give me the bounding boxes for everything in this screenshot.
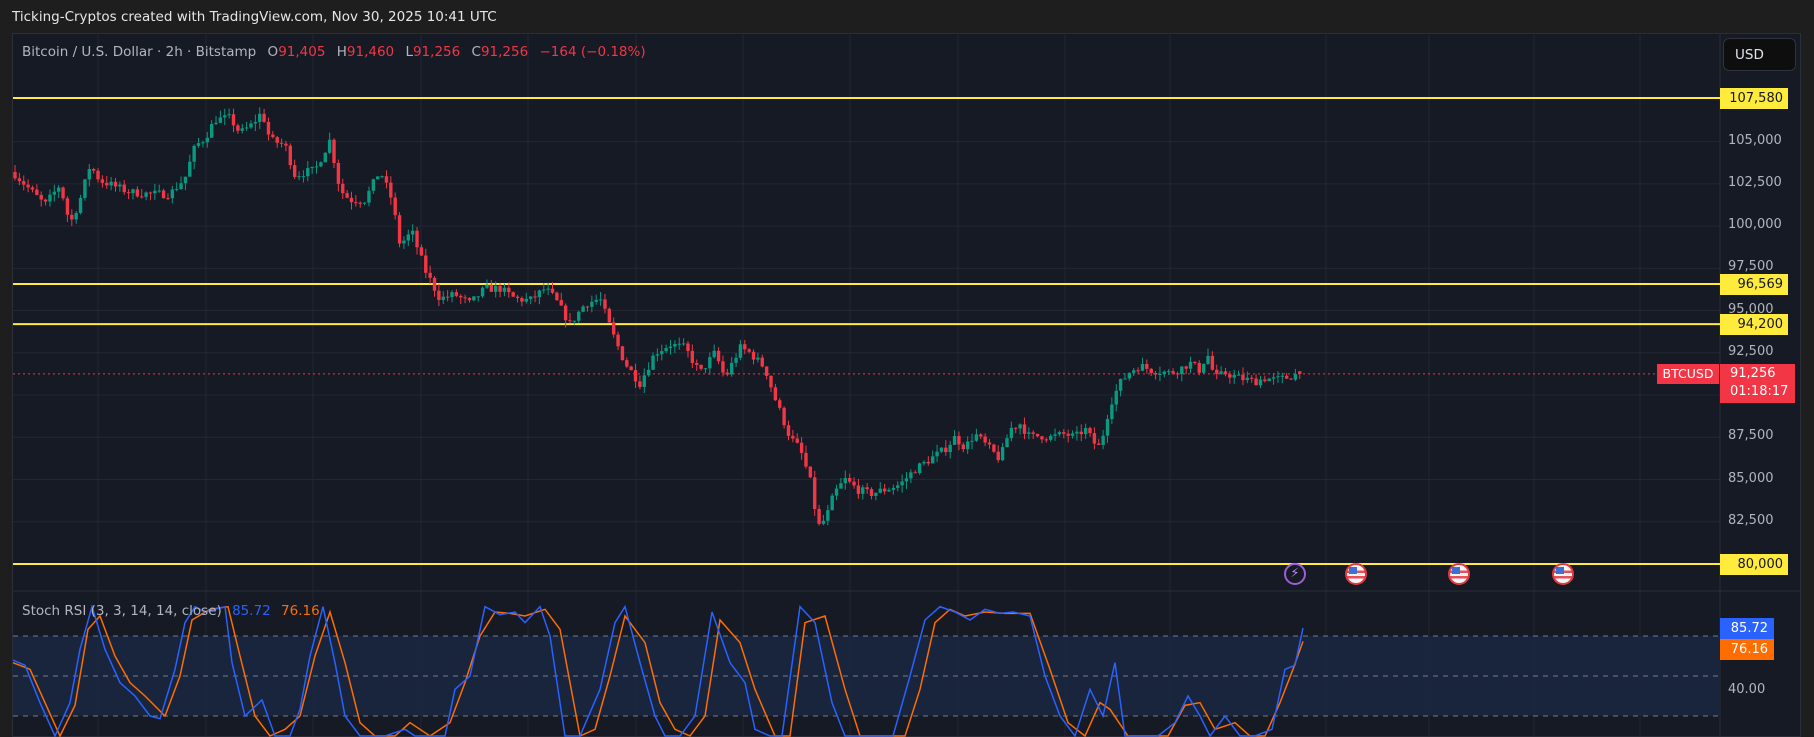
symbol-price-tag: BTCUSD bbox=[1657, 364, 1719, 384]
close-value: 91,256 bbox=[480, 44, 529, 60]
bar-countdown: 01:18:17 bbox=[1730, 384, 1789, 399]
price-axis-tick: 87,500 bbox=[1728, 428, 1774, 444]
flag-canton bbox=[1556, 567, 1564, 574]
price-axis-tick: 97,500 bbox=[1728, 259, 1774, 275]
stoch-k-tag: 85.72 bbox=[1720, 618, 1774, 639]
stoch-rsi-title[interactable]: Stoch RSI (3, 3, 14, 14, close) bbox=[22, 603, 222, 619]
price-axis-tick: 85,000 bbox=[1728, 470, 1774, 486]
open-label: O bbox=[267, 44, 279, 60]
stoch-k-value: 85.72 bbox=[232, 603, 271, 619]
stoch-d-tag: 76.16 bbox=[1720, 639, 1774, 660]
price-axis-tick: 95,000 bbox=[1728, 301, 1774, 317]
level-price-tag: 96,569 bbox=[1720, 274, 1788, 296]
us-flag-icon[interactable] bbox=[1345, 563, 1367, 585]
symbol-description[interactable]: Bitcoin / U.S. Dollar · 2h · Bitstamp bbox=[22, 44, 257, 60]
us-flag-icon[interactable] bbox=[1448, 563, 1470, 585]
stoch-axis-label: 40.00 bbox=[1728, 682, 1766, 697]
lightning-icon[interactable]: ⚡ bbox=[1284, 563, 1306, 585]
price-axis-tick: 102,500 bbox=[1728, 174, 1782, 190]
level-price-tag: 80,000 bbox=[1720, 554, 1788, 575]
price-axis-tick: 105,000 bbox=[1728, 132, 1782, 148]
high-value: 91,460 bbox=[346, 44, 395, 60]
price-axis-tick: 82,500 bbox=[1728, 512, 1774, 528]
level-price-tag: 107,580 bbox=[1720, 88, 1788, 109]
open-value: 91,405 bbox=[278, 44, 326, 60]
close-label: C bbox=[471, 44, 481, 60]
high-label: H bbox=[336, 44, 347, 60]
price-axis-tick: 100,000 bbox=[1728, 217, 1782, 233]
flag-canton bbox=[1349, 567, 1357, 574]
stoch-d-value: 76.16 bbox=[281, 603, 320, 619]
flag-canton bbox=[1452, 567, 1460, 574]
chart-legend: Bitcoin / U.S. Dollar · 2h · Bitstamp O9… bbox=[22, 44, 646, 60]
current-price-value: 91,256 bbox=[1730, 366, 1776, 381]
watermark: Ticking-Cryptos created with TradingView… bbox=[12, 9, 497, 25]
candles bbox=[13, 107, 1302, 526]
stoch-rsi-legend: Stoch RSI (3, 3, 14, 14, close) 85.72 76… bbox=[22, 603, 320, 619]
change-value: −164 (−0.18%) bbox=[539, 44, 646, 60]
currency-button[interactable]: USD bbox=[1723, 38, 1796, 71]
low-label: L bbox=[405, 44, 413, 60]
low-value: 91,256 bbox=[412, 44, 461, 60]
chart-frame bbox=[12, 33, 1801, 737]
current-price-tag: 91,256 01:18:17 bbox=[1720, 364, 1795, 403]
level-price-tag: 94,200 bbox=[1720, 314, 1788, 336]
us-flag-icon[interactable] bbox=[1552, 563, 1574, 585]
price-axis-tick: 92,500 bbox=[1728, 343, 1774, 359]
